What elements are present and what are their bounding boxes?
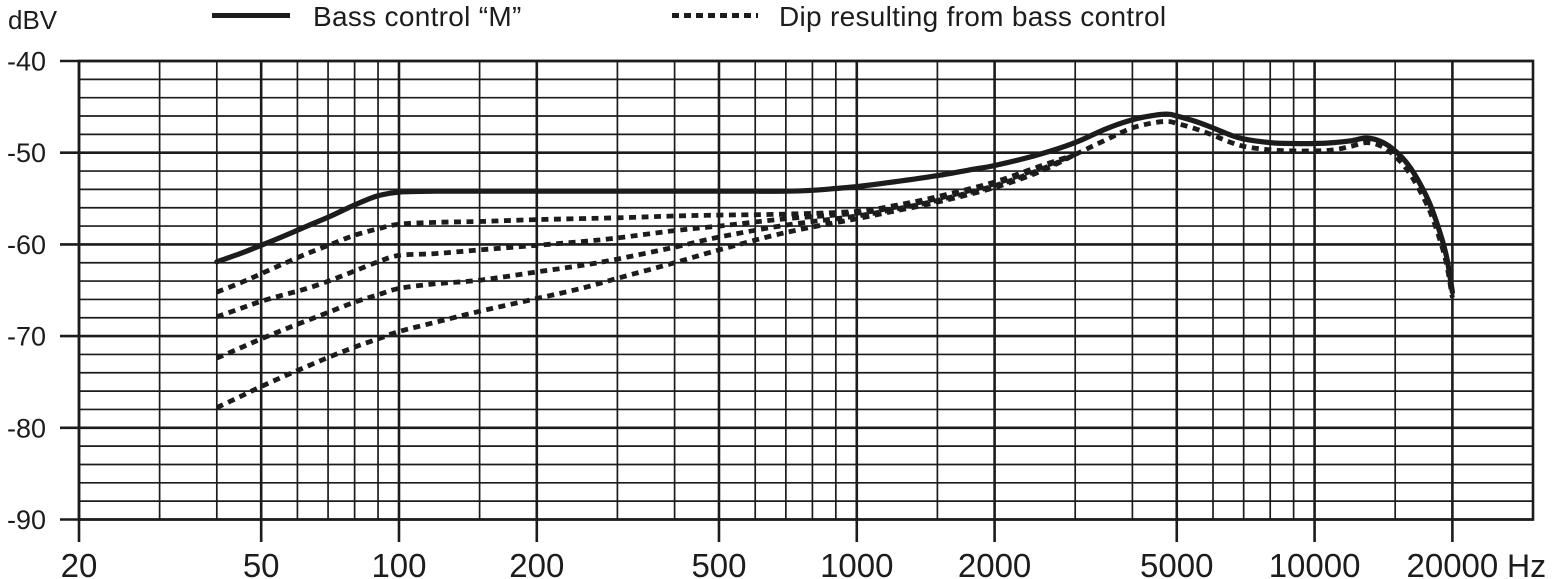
chart-legend: Bass control “M” Dip resulting from bass… bbox=[0, 0, 1554, 40]
y-tick-labels: -40 -50 -60 -70 -80 -90 bbox=[7, 47, 46, 536]
plot-border bbox=[77, 59, 1535, 521]
x-tick-label-10000: 10000 bbox=[1269, 547, 1361, 579]
x-tick-label-2000: 2000 bbox=[958, 547, 1031, 579]
legend-label-dip: Dip resulting from bass control bbox=[779, 1, 1167, 32]
x-tick-labels: 20 50 100 200 500 1000 2000 5000 10000 20000 bbox=[61, 547, 1499, 579]
x-axis-unit-label: Hz bbox=[1507, 548, 1547, 579]
x-tick-label-5000: 5000 bbox=[1140, 547, 1213, 579]
y-tick-label--80: -80 bbox=[7, 413, 46, 443]
y-tick-label--40: -40 bbox=[7, 47, 46, 77]
x-tick-label-500: 500 bbox=[691, 547, 746, 579]
y-tick-label--60: -60 bbox=[7, 230, 46, 260]
x-tick-label-200: 200 bbox=[509, 547, 564, 579]
y-tick-label--50: -50 bbox=[7, 138, 46, 168]
curve-dip-1 bbox=[215, 152, 1076, 295]
x-tick-label-100: 100 bbox=[371, 547, 426, 579]
curve-dip-merged bbox=[1074, 119, 1455, 299]
y-tick-label--70: -70 bbox=[7, 322, 46, 352]
x-tick-label-1000: 1000 bbox=[820, 547, 893, 579]
x-tick-label-50: 50 bbox=[243, 547, 280, 579]
curve-dip-2 bbox=[216, 152, 1077, 320]
x-tick-label-20000: 20000 bbox=[1407, 547, 1499, 579]
curve-dip-4 bbox=[215, 152, 1077, 410]
y-axis-unit-label: dBV bbox=[8, 5, 58, 35]
curve-bass-control-m bbox=[214, 111, 1455, 295]
dotted-line-swatch bbox=[672, 13, 758, 18]
x-tick-label-20: 20 bbox=[61, 547, 98, 579]
curves bbox=[214, 111, 1455, 410]
solid-line-swatch bbox=[212, 13, 290, 18]
axis-ticks bbox=[60, 59, 1454, 542]
legend-label-bass-control: Bass control “M” bbox=[313, 1, 522, 32]
curve-dip-3 bbox=[215, 152, 1077, 361]
y-tick-label--90: -90 bbox=[7, 505, 46, 535]
